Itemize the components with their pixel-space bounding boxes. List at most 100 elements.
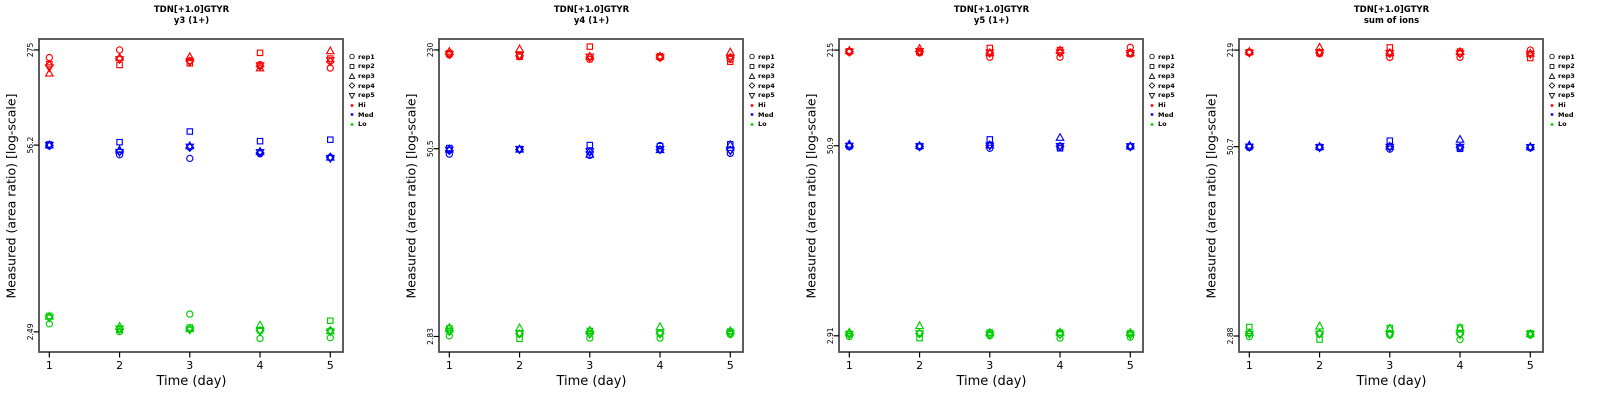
- data-point: [44, 139, 54, 149]
- legend-label: Hi: [1158, 101, 1166, 110]
- data-point: [514, 51, 525, 61]
- panel-title: TDN[+1.0]GTYR: [553, 5, 630, 15]
- legend-item-rep2: rep2: [747, 62, 775, 72]
- legend-label: rep2: [358, 62, 375, 71]
- panel-subtitle: y3 (1+): [173, 16, 210, 26]
- data-point: [325, 57, 335, 66]
- legend-item-rep3: rep3: [1147, 71, 1175, 81]
- legend-item-med: Med: [347, 110, 375, 120]
- x-tick-label: 5: [727, 359, 734, 372]
- legend-label: rep2: [1558, 62, 1575, 71]
- data-point: [1244, 49, 1254, 59]
- legend-label: Hi: [358, 101, 366, 110]
- data-point: [985, 142, 995, 151]
- data-point: [916, 334, 923, 342]
- data-point: [256, 49, 264, 57]
- data-point: [325, 45, 335, 55]
- legend-item-lo: Lo: [347, 120, 375, 130]
- data-point: [185, 326, 195, 335]
- data-point: [914, 48, 925, 57]
- panel-subtitle: y4 (1+): [573, 16, 610, 26]
- data-point: [586, 141, 594, 149]
- x-tick-label: 1: [446, 359, 453, 372]
- legend-label: rep1: [1158, 52, 1175, 61]
- y-tick-label: 219: [1226, 43, 1235, 58]
- data-point: [116, 138, 123, 146]
- legend-label: Lo: [1158, 120, 1167, 129]
- data-point: [115, 46, 124, 54]
- x-tick-label: 2: [1316, 359, 1323, 372]
- legend-item-rep2: rep2: [1547, 62, 1575, 72]
- legend: rep1 rep2 rep3 rep4 rep5 Hi Med Lo: [1547, 52, 1575, 130]
- x-tick-label: 5: [1527, 359, 1534, 372]
- y-tick-label: 2.83: [426, 328, 435, 345]
- data-point: [185, 143, 195, 153]
- data-point: [185, 323, 195, 333]
- data-point: [844, 331, 854, 340]
- legend-item-rep5: rep5: [1147, 91, 1175, 101]
- legend-item-hi: Hi: [1147, 100, 1175, 110]
- y-tick-label: 56.2: [26, 137, 35, 154]
- diamond-icon: [1548, 82, 1556, 90]
- data-point: [727, 58, 734, 65]
- diamond-icon: [748, 82, 756, 90]
- legend-item-hi: Hi: [747, 100, 775, 110]
- data-point: [914, 43, 925, 52]
- dot-icon: [1550, 123, 1554, 127]
- data-point: [514, 145, 525, 155]
- data-point: [1125, 143, 1135, 152]
- data-point: [514, 330, 525, 339]
- legend-item-rep3: rep3: [747, 71, 775, 81]
- x-tick-label: 5: [1127, 359, 1134, 372]
- triangle-up-icon: [348, 72, 356, 79]
- plot-frame: [38, 38, 344, 353]
- data-point: [44, 60, 54, 71]
- data-point: [1055, 142, 1065, 152]
- x-tick-label: 3: [1386, 359, 1393, 372]
- data-point: [327, 136, 334, 143]
- data-point: [1314, 42, 1325, 51]
- y-tick-label: 50.9: [826, 137, 835, 154]
- data-point: [186, 310, 194, 318]
- y-tick-label: 50.5: [426, 140, 435, 157]
- data-point: [444, 46, 454, 55]
- data-point: [1314, 330, 1325, 339]
- circle-icon: [349, 54, 355, 60]
- legend-label: rep4: [758, 81, 775, 90]
- panel-sum-of-ions: TDN[+1.0]GTYR sum of ions Measured (area…: [1200, 0, 1600, 400]
- data-point: [256, 137, 264, 145]
- data-point: [514, 43, 525, 53]
- data-point: [914, 330, 925, 339]
- data-point: [585, 148, 595, 157]
- data-point: [656, 334, 664, 342]
- legend-item-rep4: rep4: [347, 81, 375, 91]
- data-point: [1525, 144, 1535, 153]
- data-point: [844, 142, 854, 152]
- triangle-down-icon: [1148, 93, 1156, 100]
- data-point: [444, 146, 454, 156]
- panel-title: TDN[+1.0]GTYR: [1353, 5, 1430, 15]
- data-point: [1244, 143, 1254, 153]
- plot-area: 2.88 50.7 219 1 2 3 4 5: [1226, 38, 1544, 372]
- legend-label: rep3: [358, 71, 375, 80]
- diamond-icon: [1148, 82, 1156, 90]
- legend-label: rep1: [358, 52, 375, 61]
- legend-label: Med: [358, 110, 374, 119]
- dot-icon: [750, 113, 754, 117]
- legend-label: rep3: [1158, 71, 1175, 80]
- legend-label: Hi: [1558, 101, 1566, 110]
- data-point: [1385, 143, 1395, 153]
- legend-item-rep2: rep2: [347, 62, 375, 72]
- data-point: [445, 332, 454, 340]
- y-tick-label: 2.91: [826, 327, 835, 344]
- data-point: [655, 330, 665, 339]
- legend-item-lo: Lo: [1547, 120, 1575, 130]
- x-axis-label: Time (day): [1356, 374, 1427, 389]
- legend-item-rep5: rep5: [1547, 91, 1575, 101]
- legend-item-rep1: rep1: [347, 52, 375, 62]
- data-point: [1455, 143, 1465, 153]
- legend-item-rep5: rep5: [747, 91, 775, 101]
- x-tick-label: 4: [257, 359, 264, 372]
- data-point: [1526, 46, 1534, 54]
